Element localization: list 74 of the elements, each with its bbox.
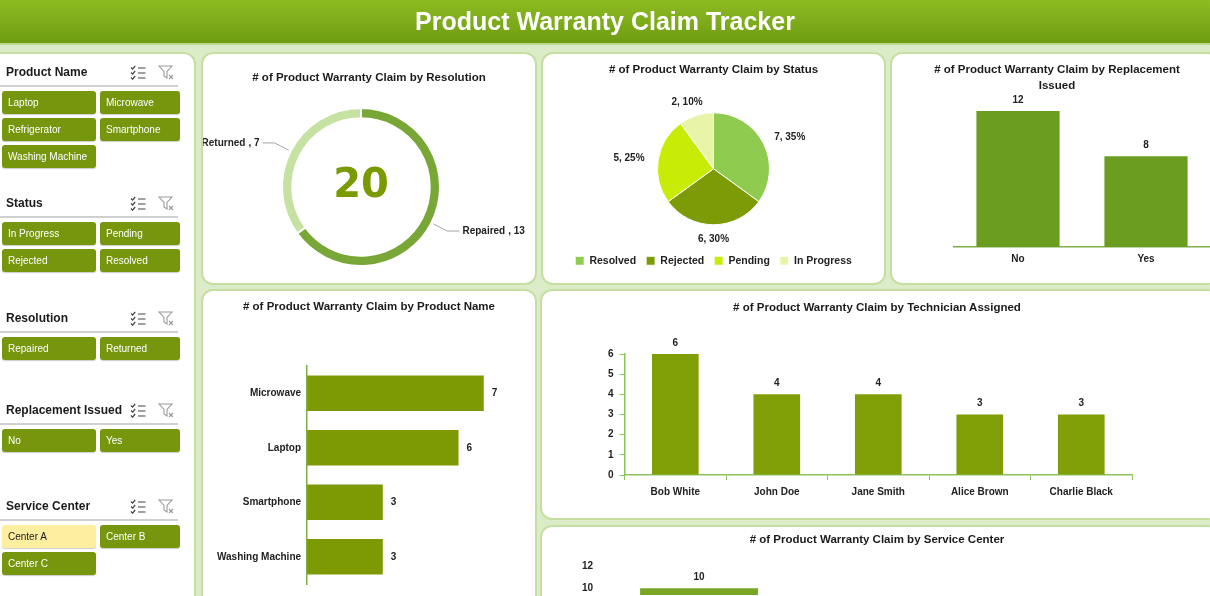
text: Smartphone bbox=[106, 123, 161, 137]
text: Pending bbox=[106, 227, 143, 241]
slice-label: Returned bbox=[201, 136, 246, 148]
legend-label: Rejected bbox=[660, 253, 705, 266]
data-label: 4 bbox=[875, 377, 882, 389]
data-label: 6 bbox=[672, 336, 679, 348]
data-label: 7, 35% bbox=[774, 130, 806, 142]
y-tick-label: 2 bbox=[608, 428, 614, 440]
data-label: 8 bbox=[1143, 139, 1150, 151]
data-label: 5, 25% bbox=[613, 151, 645, 163]
x-tick-label: Charlie Black bbox=[1049, 485, 1114, 497]
data-label: 2, 10% bbox=[671, 95, 703, 107]
y-tick-label: Microwave bbox=[249, 387, 302, 398]
bar bbox=[956, 414, 1004, 475]
legend-label: In Progress bbox=[794, 253, 852, 266]
text: Service Center bbox=[6, 498, 91, 515]
data-label: 3 bbox=[390, 550, 397, 562]
x-tick-label: Jane Smith bbox=[851, 485, 905, 497]
x-tick-label: Bob White bbox=[650, 485, 701, 497]
y-tick-label: 3 bbox=[608, 408, 614, 420]
text: Replacement Issued bbox=[6, 402, 123, 419]
text: Yes bbox=[106, 434, 123, 448]
text: Repaired bbox=[8, 342, 49, 356]
bar bbox=[753, 394, 801, 475]
data-label: 3 bbox=[1078, 397, 1085, 409]
data-label: 6 bbox=[466, 441, 473, 453]
text: Returned bbox=[106, 342, 148, 356]
chart-title: # of Product Warranty Claim by Resolution bbox=[251, 70, 487, 85]
text: No bbox=[8, 434, 21, 448]
text: Center A bbox=[8, 530, 47, 544]
y-tick-label: 0 bbox=[608, 468, 614, 480]
data-label: 4 bbox=[774, 377, 781, 389]
text: Laptop bbox=[8, 96, 39, 110]
x-tick-label: John Doe bbox=[754, 485, 801, 497]
text: 20 bbox=[333, 160, 389, 207]
chart-title: # of Product Warranty Claim by Product Name bbox=[242, 299, 496, 314]
x-tick-label: Alice Brown bbox=[950, 485, 1009, 497]
chart-title: # of Product Warranty Claim by Replacement Issued bbox=[933, 62, 1181, 93]
y-tick-label: 4 bbox=[608, 388, 614, 400]
data-label: 10 bbox=[693, 571, 706, 583]
text: Rejected bbox=[8, 254, 48, 268]
text: # of Product Warranty Claim by Service Center bbox=[748, 532, 1006, 547]
data-label: , 13 bbox=[508, 224, 526, 236]
bar bbox=[1057, 414, 1105, 475]
text: Refrigerator bbox=[8, 123, 61, 137]
y-tick-label: 6 bbox=[608, 347, 614, 359]
text: Washing Machine bbox=[8, 150, 88, 164]
text: Microwave bbox=[106, 96, 154, 110]
text: Resolution bbox=[6, 310, 68, 327]
y-tick-label: Smartphone bbox=[242, 496, 302, 507]
data-label: 12 bbox=[1012, 93, 1024, 105]
chart-title: # of Product Warranty Claim by Status bbox=[607, 62, 820, 77]
text: Center B bbox=[106, 530, 146, 544]
text: Product Name bbox=[6, 64, 88, 81]
bar bbox=[854, 394, 902, 475]
y-tick-label: 5 bbox=[608, 367, 614, 379]
text: Status bbox=[6, 195, 43, 212]
chart-title: # of Product Warranty Claim by Technician Assigned bbox=[732, 300, 1022, 315]
text: Product Warranty Claim Tracker bbox=[0, 0, 1210, 43]
data-label: 7 bbox=[491, 387, 498, 398]
text: In Progress bbox=[8, 227, 60, 241]
text: Resolved bbox=[106, 254, 148, 268]
text: Center C bbox=[8, 557, 49, 571]
data-label: 3 bbox=[390, 496, 397, 507]
legend-label: Pending bbox=[728, 253, 770, 266]
y-tick-label: Washing Machine bbox=[216, 550, 302, 562]
legend-label: Resolved bbox=[589, 253, 637, 266]
slice-label: Repaired bbox=[462, 224, 506, 236]
data-label: , 7 bbox=[248, 136, 261, 148]
y-tick-label: 1 bbox=[608, 448, 614, 460]
data-label: 6, 30% bbox=[697, 232, 730, 244]
bar bbox=[651, 354, 699, 475]
data-label: 3 bbox=[976, 397, 983, 409]
y-tick-label: Laptop bbox=[267, 441, 302, 453]
